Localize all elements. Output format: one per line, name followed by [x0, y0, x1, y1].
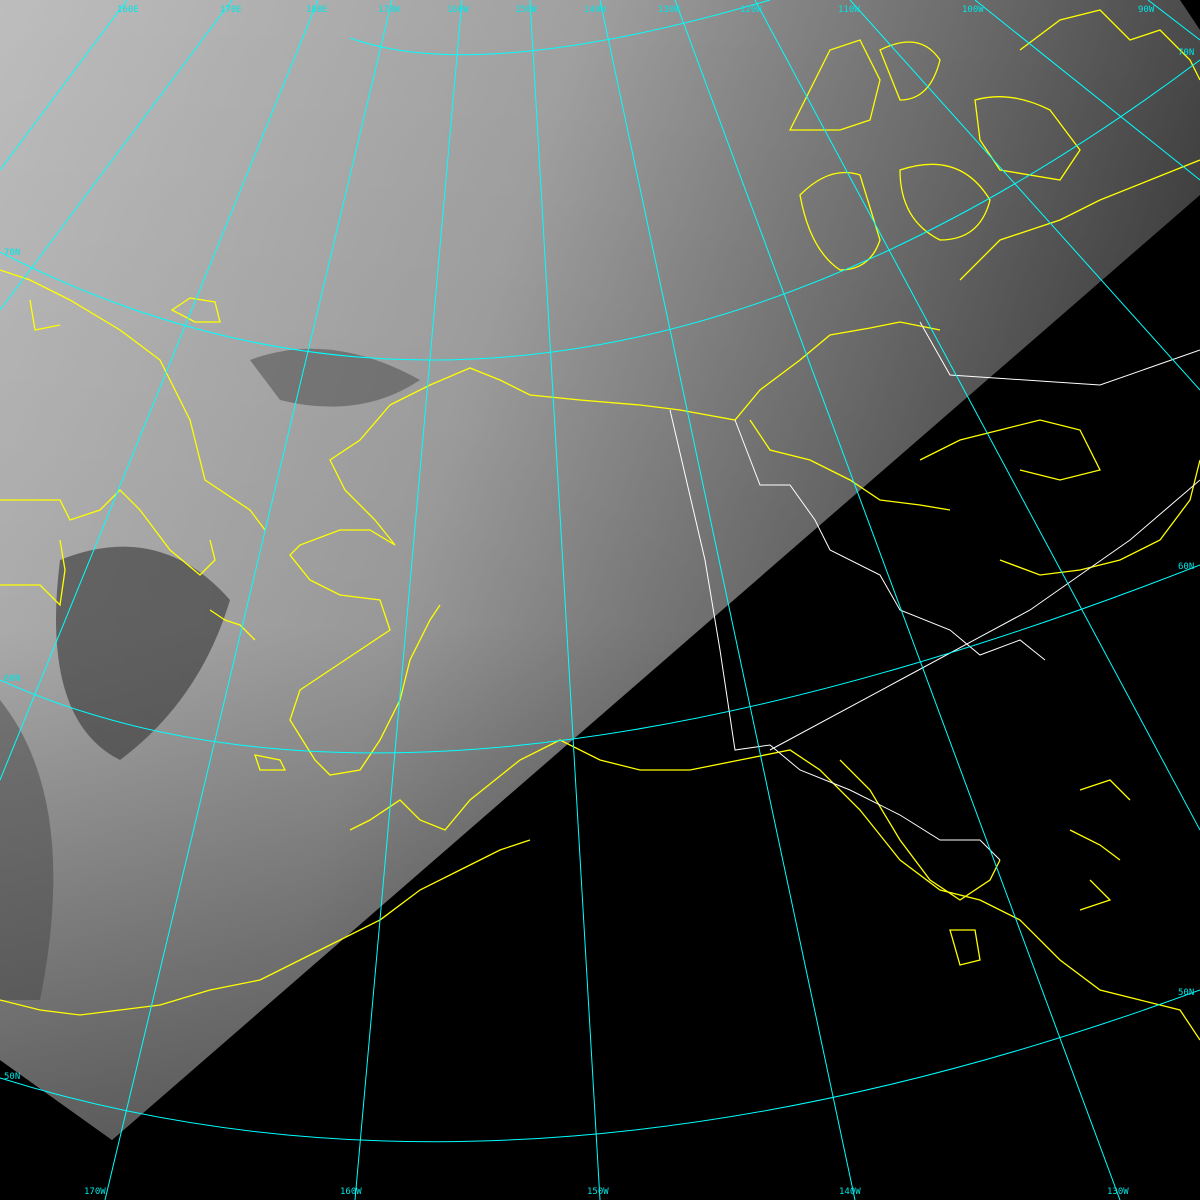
meridian-130w — [674, 0, 1121, 1200]
bottom-label: 170W — [84, 1187, 106, 1197]
top-label: 150W — [515, 5, 537, 15]
meridian-120w — [754, 0, 1200, 831]
meridian-170w — [104, 0, 393, 1200]
top-label: 110W — [838, 5, 860, 15]
parallel-50n — [0, 989, 1200, 1143]
parallel-70n — [0, 59, 1200, 361]
top-label: 160W — [447, 5, 469, 15]
meridian-140w — [599, 0, 856, 1200]
top-label: 180E — [306, 5, 328, 15]
left-label: 50N — [4, 1072, 21, 1082]
meridian-160e — [0, 0, 128, 171]
top-label: 100W — [962, 5, 984, 15]
top-label: 120W — [740, 5, 762, 15]
right-label: 70N — [1178, 48, 1195, 58]
top-label: 130W — [658, 5, 680, 15]
meridian-100w — [974, 0, 1200, 181]
political-borders — [669, 321, 1200, 861]
satellite-swath — [0, 0, 1200, 1140]
meridian-90w — [1147, 0, 1200, 41]
top-label: 170W — [378, 5, 400, 15]
parallel-60n — [0, 564, 1200, 754]
top-label: 140W — [584, 5, 606, 15]
right-label: 50N — [1178, 988, 1195, 998]
bottom-label: 130W — [1107, 1187, 1129, 1197]
right-label: 60N — [1178, 562, 1195, 572]
meridian-110w — [849, 0, 1200, 391]
coastlines — [0, 9, 1200, 1041]
meridian-160w — [354, 0, 463, 1200]
top-label: 170E — [220, 5, 242, 15]
left-label: 60N — [4, 674, 21, 684]
bottom-label: 150W — [587, 1187, 609, 1197]
meridian-180 — [0, 0, 319, 781]
top-label: 90W — [1138, 5, 1155, 15]
meridian-170e — [0, 0, 233, 311]
bottom-label: 160W — [340, 1187, 362, 1197]
meridian-150w — [529, 0, 601, 1200]
top-label: 160E — [117, 5, 139, 15]
bottom-label: 140W — [839, 1187, 861, 1197]
left-label: 70N — [4, 248, 21, 258]
parallel-80n — [349, 0, 771, 56]
